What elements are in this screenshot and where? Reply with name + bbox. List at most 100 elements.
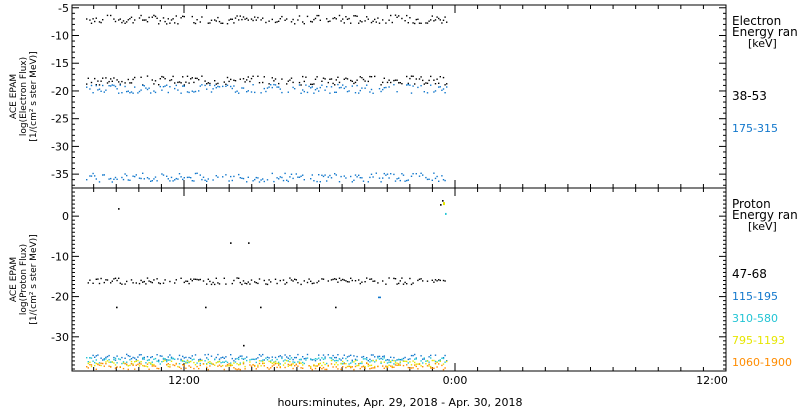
data-point — [86, 18, 88, 20]
data-point — [161, 75, 163, 78]
data-point — [338, 277, 341, 279]
data-point — [223, 357, 225, 359]
data-point — [194, 354, 197, 356]
data-point — [326, 18, 328, 20]
data-point — [330, 279, 333, 281]
data-point — [167, 178, 169, 180]
data-point — [393, 363, 395, 365]
data-point — [188, 176, 190, 178]
y-tick-label: -10 — [51, 250, 69, 263]
data-point — [180, 82, 182, 84]
data-point — [298, 361, 301, 363]
data-point — [159, 78, 161, 80]
data-point — [242, 87, 245, 89]
data-point — [127, 368, 129, 371]
data-point — [358, 363, 360, 365]
data-point — [407, 179, 409, 181]
data-point — [294, 356, 296, 359]
data-point — [388, 361, 390, 363]
data-point — [164, 85, 166, 87]
data-point — [298, 176, 301, 178]
data-point — [404, 20, 406, 22]
data-point — [247, 281, 249, 283]
data-point — [366, 277, 368, 279]
data-point — [204, 179, 206, 181]
data-point — [282, 179, 285, 182]
data-point — [166, 175, 168, 177]
data-point — [119, 83, 121, 85]
data-point — [354, 92, 357, 94]
data-point — [318, 90, 320, 92]
data-point — [399, 364, 401, 366]
data-point — [410, 354, 413, 357]
data-point — [183, 84, 185, 86]
data-point — [234, 17, 237, 19]
data-point — [138, 90, 141, 93]
data-point — [374, 356, 376, 358]
data-point — [406, 364, 408, 366]
data-point — [207, 82, 209, 84]
data-point — [346, 281, 349, 283]
data-point — [162, 76, 165, 78]
data-point — [167, 363, 169, 365]
data-point — [86, 83, 88, 85]
data-point — [278, 86, 280, 88]
data-point — [372, 354, 374, 356]
data-point — [350, 362, 352, 364]
data-point — [334, 91, 336, 93]
data-point — [134, 368, 136, 370]
data-point — [92, 354, 94, 357]
data-point — [402, 364, 405, 367]
data-point — [370, 364, 373, 366]
data-point — [428, 356, 430, 358]
data-point — [369, 364, 371, 367]
data-point — [262, 353, 264, 356]
data-point — [177, 81, 179, 84]
data-point — [442, 88, 445, 90]
data-point — [380, 357, 382, 360]
data-point — [362, 358, 365, 360]
data-point — [260, 360, 262, 362]
data-point — [401, 17, 403, 20]
data-point — [191, 180, 193, 182]
data-point — [332, 17, 334, 20]
data-point — [239, 15, 241, 17]
data-point — [105, 361, 107, 363]
data-point — [167, 359, 169, 361]
data-point — [142, 84, 144, 86]
data-point — [159, 20, 161, 22]
data-point — [390, 365, 392, 367]
data-point — [350, 175, 352, 178]
data-point — [220, 362, 222, 364]
data-point — [206, 83, 208, 85]
data-point — [242, 358, 245, 360]
data-point — [382, 355, 384, 358]
data-point — [92, 172, 94, 175]
data-point — [207, 361, 209, 364]
data-point — [164, 359, 166, 362]
data-point — [132, 356, 134, 359]
data-point — [390, 360, 392, 363]
data-point — [290, 279, 293, 281]
data-point — [388, 86, 390, 88]
data-point — [270, 367, 272, 369]
data-point — [441, 357, 443, 359]
data-point — [138, 177, 141, 179]
data-point — [154, 357, 157, 360]
data-point — [90, 22, 93, 24]
data-point — [223, 361, 225, 363]
data-point — [214, 80, 216, 82]
data-point — [182, 76, 184, 78]
data-point — [222, 356, 224, 358]
data-point — [255, 282, 257, 284]
data-point — [410, 283, 413, 286]
data-point — [170, 176, 173, 179]
data-point — [425, 82, 427, 84]
data-point — [439, 279, 441, 282]
data-point — [249, 361, 251, 363]
data-point — [169, 354, 171, 356]
data-point — [95, 84, 97, 86]
data-point — [214, 19, 216, 21]
data-point — [260, 92, 262, 94]
data-point — [202, 363, 205, 365]
